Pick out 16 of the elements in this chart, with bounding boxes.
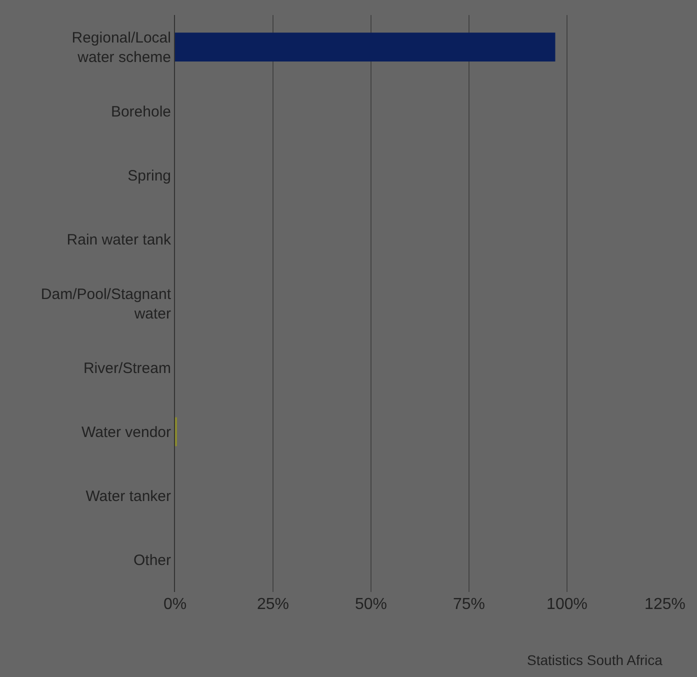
text: Statistics South Africa	[527, 652, 663, 668]
x-tick-label: 0%	[163, 596, 187, 613]
x-tick-label: 75%	[452, 596, 486, 613]
y-tick-label: Spring	[128, 168, 171, 185]
y-tick-label: Dam/Pool/Stagnant water	[40, 286, 172, 322]
y-tick-label: Regional/Local water scheme	[72, 30, 171, 66]
y-tick-label: Rain water tank	[66, 232, 172, 249]
y-tick-label: Borehole	[110, 103, 171, 120]
y-tick-label: River/Stream	[83, 360, 171, 377]
x-tick-label: 25%	[256, 596, 290, 613]
y-tick-label: Water tanker	[86, 488, 171, 506]
x-tick-label: 100%	[546, 596, 588, 613]
x-tick-label: 125%	[644, 596, 686, 613]
x-tick-label: 50%	[354, 596, 388, 613]
y-tick-label: Water vendor	[82, 424, 171, 441]
y-tick-label: Other	[133, 552, 172, 570]
